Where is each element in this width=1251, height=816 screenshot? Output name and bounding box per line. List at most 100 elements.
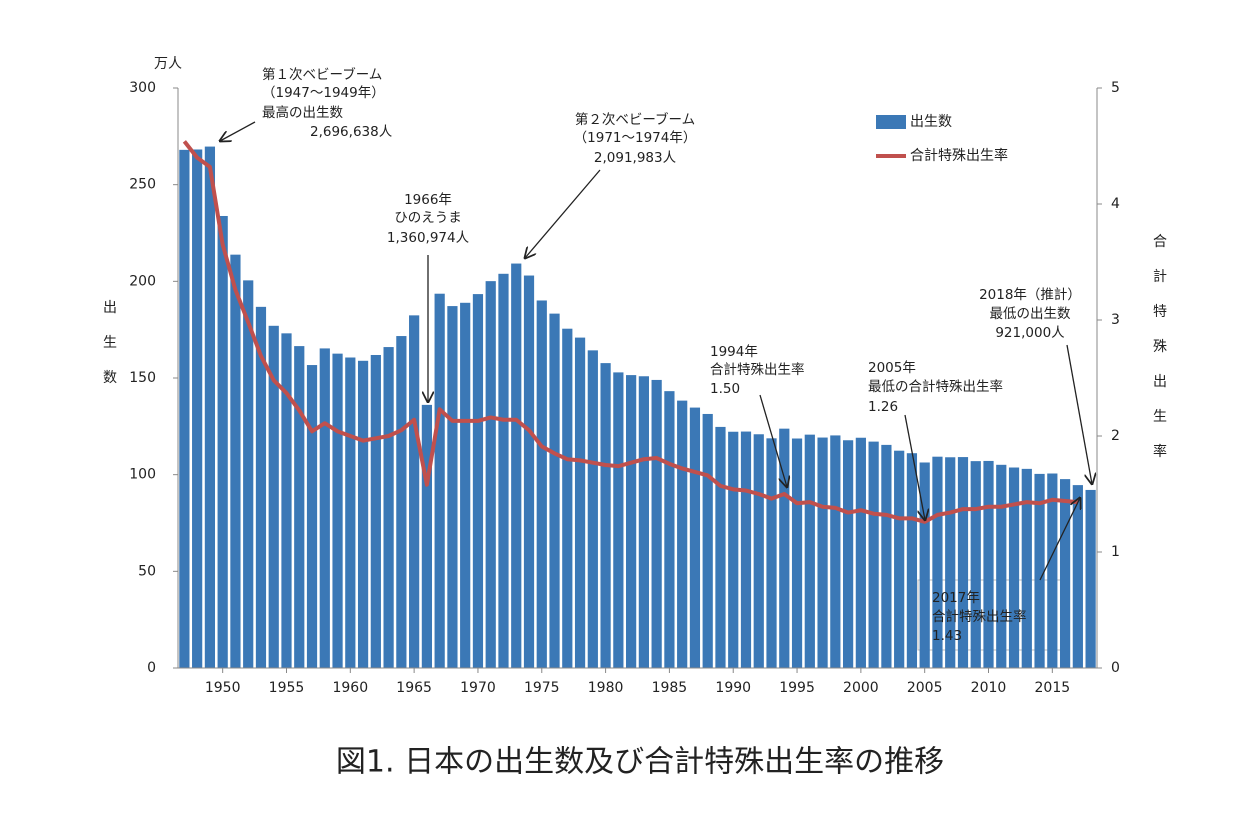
annotation: 合計特殊出生率 bbox=[932, 608, 1027, 625]
bar bbox=[855, 437, 866, 668]
bar bbox=[702, 413, 713, 668]
annotation: （1971～1974年） bbox=[574, 130, 697, 146]
x-tick-label: 1990 bbox=[715, 680, 751, 696]
bar bbox=[1085, 489, 1096, 668]
y2-tick-label: 4 bbox=[1111, 196, 1120, 212]
bar bbox=[626, 375, 637, 668]
bar bbox=[638, 376, 649, 668]
x-tick-label: 2015 bbox=[1035, 680, 1071, 696]
y2-tick-label: 3 bbox=[1111, 312, 1120, 328]
legend-label: 合計特殊出生率 bbox=[910, 147, 1008, 164]
bar bbox=[562, 328, 573, 668]
bar bbox=[600, 363, 611, 668]
bar bbox=[830, 435, 841, 668]
annotation: 合計特殊出生率 bbox=[710, 361, 805, 378]
bar bbox=[268, 325, 279, 668]
annotation: 2,091,983人 bbox=[594, 150, 677, 166]
bar bbox=[549, 313, 560, 668]
y2-tick-label: 1 bbox=[1111, 544, 1120, 560]
annotation: 最高の出生数 bbox=[262, 104, 343, 121]
x-tick-label: 1970 bbox=[460, 680, 496, 696]
bar bbox=[1072, 485, 1083, 668]
y2-tick-label: 0 bbox=[1111, 660, 1120, 676]
bar bbox=[1059, 479, 1071, 668]
annotation-arrows bbox=[220, 121, 1092, 581]
x-tick-label: 2000 bbox=[843, 680, 879, 696]
bar bbox=[255, 306, 267, 668]
bar bbox=[613, 372, 624, 668]
annotation: 1.26 bbox=[868, 399, 898, 415]
annotation: 第１次ベビーブーム bbox=[262, 66, 382, 83]
bar bbox=[472, 294, 484, 668]
bar bbox=[370, 354, 381, 668]
bar bbox=[945, 457, 956, 668]
y-tick-label: 150 bbox=[129, 370, 156, 386]
axis-label: 出生数 bbox=[103, 300, 117, 386]
bar bbox=[677, 400, 688, 668]
y2-tick-label: 5 bbox=[1111, 80, 1120, 96]
x-tick-label: 1965 bbox=[396, 680, 432, 696]
annotation: 1.43 bbox=[932, 628, 962, 644]
bar bbox=[179, 149, 190, 668]
bar bbox=[396, 336, 407, 668]
bar bbox=[294, 346, 305, 668]
x-tick-label: 1985 bbox=[652, 680, 688, 696]
bar bbox=[932, 456, 943, 668]
bar bbox=[319, 348, 330, 668]
x-tick-label: 1980 bbox=[588, 680, 624, 696]
bar bbox=[306, 365, 318, 668]
x-tick-label: 1955 bbox=[269, 680, 305, 696]
bar bbox=[421, 404, 433, 668]
chart-title: 図1. 日本の出生数及び合計特殊出生率の推移 bbox=[336, 745, 944, 780]
bar bbox=[817, 437, 828, 668]
annotation: 最低の出生数 bbox=[990, 306, 1071, 322]
bar bbox=[996, 464, 1007, 668]
bar bbox=[894, 450, 905, 668]
bar bbox=[970, 461, 981, 668]
bar bbox=[766, 438, 777, 668]
bar bbox=[1008, 467, 1020, 668]
annotation: 最低の合計特殊出生率 bbox=[868, 378, 1003, 395]
bar bbox=[957, 457, 969, 668]
bar bbox=[204, 146, 216, 668]
annotation: （1947～1949年） bbox=[262, 85, 385, 101]
bar bbox=[460, 302, 471, 668]
bar bbox=[409, 315, 420, 668]
annotation: 2,696,638人 bbox=[310, 124, 393, 140]
annotation: 2005年 bbox=[868, 360, 916, 376]
bar bbox=[536, 300, 547, 668]
bar bbox=[574, 337, 586, 668]
bar bbox=[357, 360, 369, 668]
bar bbox=[881, 444, 892, 668]
bar bbox=[651, 379, 662, 668]
bar bbox=[383, 347, 394, 668]
annotation: 1994年 bbox=[710, 344, 758, 360]
bar bbox=[919, 462, 930, 668]
bar bbox=[779, 428, 790, 668]
bar bbox=[728, 431, 739, 668]
bar bbox=[511, 263, 522, 668]
bar bbox=[983, 460, 994, 668]
x-tick-label: 1960 bbox=[332, 680, 368, 696]
x-tick-label: 2005 bbox=[907, 680, 943, 696]
bar bbox=[753, 434, 764, 668]
y-tick-label: 250 bbox=[129, 177, 156, 193]
bar bbox=[192, 149, 203, 669]
bar bbox=[791, 438, 803, 668]
bar bbox=[689, 407, 701, 668]
bar bbox=[740, 431, 752, 668]
y-tick-label: 200 bbox=[129, 273, 156, 289]
bar bbox=[345, 357, 356, 668]
bar bbox=[1021, 468, 1032, 668]
bar bbox=[498, 273, 509, 668]
bar bbox=[842, 440, 854, 668]
x-tick-label: 1995 bbox=[779, 680, 815, 696]
bar bbox=[664, 391, 675, 668]
bar bbox=[906, 453, 918, 668]
bar bbox=[804, 434, 815, 668]
annotation: 第２次ベビーブーム bbox=[575, 111, 695, 128]
x-tick-label: 1950 bbox=[205, 680, 241, 696]
bar bbox=[243, 280, 254, 668]
annotation: 2018年（推計） bbox=[979, 287, 1081, 303]
bar bbox=[1047, 473, 1058, 668]
